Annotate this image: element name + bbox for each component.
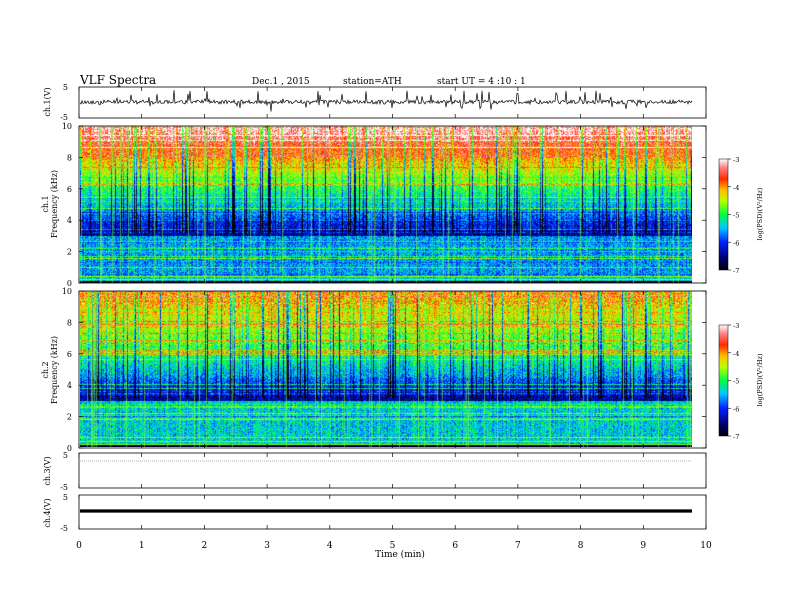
- ch1-spectrogram-ylabel-channel: ch.1: [41, 195, 50, 212]
- ch1-voltage-panel: ch.1(V) 5 -5: [43, 83, 707, 122]
- colorbar-tick-label: -5: [733, 212, 739, 220]
- y-tick-label: 4: [67, 381, 72, 390]
- ch2-spectrogram-yticks: 0 2 4 6 8 10: [62, 287, 706, 453]
- ch3-ytick-bottom: -5: [60, 483, 68, 492]
- colorbar-tick-label: -4: [733, 350, 739, 358]
- y-tick-label: 0: [67, 444, 72, 453]
- ch1-spectrogram-ylabel-freq: Frequency (kHz): [50, 170, 59, 238]
- x-axis-label: Time (min): [375, 549, 425, 560]
- ch1-ylabel: ch.1(V): [43, 87, 52, 116]
- ch3-ytick-top: 5: [63, 451, 68, 460]
- x-tick-label: 7: [515, 541, 521, 551]
- figure-title: VLF Spectra: [79, 73, 156, 87]
- x-tick-label: 4: [327, 541, 333, 551]
- y-tick-label: 2: [67, 248, 72, 257]
- ch2-colorbar-label: log(PSD)(V²/Hz): [756, 353, 764, 406]
- ch4-ylabel: ch.4(V): [43, 498, 52, 527]
- ch1-spectrogram-panel: ch.1 Frequency (kHz) 0 2 4 6 8 10: [41, 122, 707, 288]
- ch2-colorbar: -3 -4 -5 -6 -7 log(PSD)(V²/Hz): [718, 322, 764, 441]
- x-tick-label: 1: [139, 541, 145, 551]
- ch2-spectrogram-panel: ch.2 Frequency (kHz) 0 2 4 6 8 10: [41, 287, 707, 453]
- ch4-voltage-panel: ch.4(V) 5 -5: [43, 493, 707, 533]
- colorbar-tick-label: -5: [733, 378, 739, 386]
- ch1-ytick-top: 5: [63, 83, 68, 92]
- header-date: Dec.1 , 2015: [252, 77, 310, 87]
- x-tick-label: 6: [452, 541, 458, 551]
- colorbar-tick-label: -7: [733, 433, 739, 441]
- ch1-voltage-trace: [79, 90, 693, 112]
- y-tick-label: 0: [67, 279, 72, 288]
- ch1-ytick-bottom: -5: [60, 113, 68, 122]
- colorbar-tick-label: -6: [733, 239, 739, 247]
- y-tick-label: 8: [67, 153, 72, 162]
- ch4-ytick-bottom: -5: [60, 524, 68, 533]
- colorbar-tick-label: -6: [733, 405, 739, 413]
- y-tick-label: 6: [67, 350, 72, 359]
- y-tick-label: 2: [67, 413, 72, 422]
- ch2-spectrogram-image: [80, 291, 692, 447]
- y-tick-label: 6: [67, 185, 72, 194]
- x-tick-label: 2: [202, 541, 208, 551]
- ch2-spectrogram-ylabel-channel: ch.2: [41, 361, 50, 378]
- ch4-ytick-top: 5: [63, 493, 68, 502]
- colorbar-tick-label: -3: [733, 156, 739, 164]
- x-tick-label: 0: [76, 541, 82, 551]
- ch3-voltage-panel: ch.3(V) 5 -5: [43, 451, 707, 492]
- colorbar-tick-label: -7: [733, 267, 739, 275]
- ch1-colorbar: -3 -4 -5 -6 -7 log(PSD)(V²/Hz): [718, 156, 764, 275]
- x-tick-label: 8: [578, 541, 584, 551]
- x-tick-label: 3: [264, 541, 270, 551]
- ch2-spectrogram-ylabel-freq: Frequency (kHz): [50, 336, 59, 404]
- x-tick-label: 5: [390, 541, 396, 551]
- x-axis-ticks: 0 1 2 3 4 5 6 7 8 9 10: [76, 87, 712, 551]
- colorbar-tick-label: -3: [733, 322, 739, 330]
- ch1-spectrogram-yticks: 0 2 4 6 8 10: [62, 122, 706, 288]
- y-tick-label: 4: [67, 216, 72, 225]
- header-station: station=ATH: [343, 77, 402, 87]
- ch1-colorbar-label: log(PSD)(V²/Hz): [756, 187, 764, 240]
- x-tick-label: 9: [640, 541, 646, 551]
- x-tick-label: 10: [700, 541, 712, 551]
- colorbar-tick-label: -4: [733, 184, 739, 192]
- ch3-ylabel: ch.3(V): [43, 456, 52, 485]
- ch1-spectrogram-image: [80, 126, 692, 283]
- y-tick-label: 10: [62, 287, 72, 296]
- header-start-time: start UT = 4 :10 : 1: [437, 77, 526, 87]
- y-tick-label: 10: [62, 122, 72, 131]
- y-tick-label: 8: [67, 318, 72, 327]
